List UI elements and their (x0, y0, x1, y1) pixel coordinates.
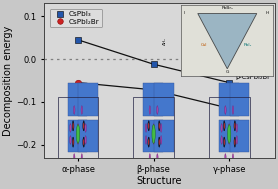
FancyBboxPatch shape (230, 83, 249, 115)
FancyBboxPatch shape (230, 120, 249, 152)
Circle shape (153, 124, 154, 132)
Point (227, 81, 231, 84)
Circle shape (229, 136, 230, 144)
Circle shape (225, 154, 226, 162)
Point (152, 88, 156, 91)
FancyBboxPatch shape (78, 83, 98, 115)
Circle shape (157, 154, 158, 162)
Bar (209, 97, 250, 171)
Circle shape (158, 121, 160, 131)
Circle shape (77, 124, 79, 132)
Circle shape (73, 123, 74, 129)
Circle shape (72, 121, 74, 131)
Circle shape (232, 154, 234, 162)
Circle shape (73, 106, 75, 114)
Circle shape (223, 137, 225, 147)
Y-axis label: Decomposition energy: Decomposition energy (3, 25, 13, 136)
Circle shape (224, 123, 225, 129)
FancyBboxPatch shape (143, 120, 163, 152)
FancyBboxPatch shape (219, 83, 239, 115)
Circle shape (145, 136, 147, 144)
FancyBboxPatch shape (154, 120, 174, 152)
FancyBboxPatch shape (78, 120, 98, 152)
Bar (133, 97, 174, 171)
FancyBboxPatch shape (68, 83, 88, 115)
Circle shape (234, 123, 235, 129)
Circle shape (223, 121, 225, 131)
Circle shape (83, 137, 85, 147)
Circle shape (153, 136, 154, 144)
Circle shape (221, 124, 222, 132)
Legend: CsPbI₃, CsPbI₂Br: CsPbI₃, CsPbI₂Br (50, 9, 102, 27)
Circle shape (236, 124, 237, 132)
Circle shape (157, 106, 158, 114)
Circle shape (149, 154, 151, 162)
Circle shape (149, 106, 151, 114)
Circle shape (145, 124, 147, 132)
Circle shape (234, 121, 236, 131)
Circle shape (81, 154, 83, 162)
Circle shape (159, 139, 160, 145)
Circle shape (70, 136, 71, 144)
Circle shape (77, 136, 79, 144)
Bar (58, 97, 98, 171)
Circle shape (234, 137, 236, 147)
Circle shape (234, 139, 235, 145)
Point (227, 107, 231, 110)
Text: β-CsPbI₂Br: β-CsPbI₂Br (235, 74, 270, 80)
Circle shape (148, 139, 149, 145)
Circle shape (229, 124, 230, 132)
Circle shape (76, 125, 80, 143)
Circle shape (148, 123, 149, 129)
FancyBboxPatch shape (219, 120, 239, 152)
Circle shape (221, 136, 222, 144)
Circle shape (83, 139, 84, 145)
Point (152, 63, 156, 66)
Circle shape (70, 124, 71, 132)
Circle shape (148, 121, 150, 131)
FancyBboxPatch shape (143, 83, 163, 115)
Circle shape (148, 137, 150, 147)
Point (76, 81, 80, 84)
Circle shape (158, 137, 160, 147)
Circle shape (159, 123, 160, 129)
FancyBboxPatch shape (68, 120, 88, 152)
Circle shape (73, 139, 74, 145)
Circle shape (225, 106, 226, 114)
Circle shape (81, 106, 83, 114)
Point (76, 38, 80, 41)
Circle shape (83, 123, 84, 129)
Circle shape (72, 137, 74, 147)
FancyBboxPatch shape (154, 83, 174, 115)
Circle shape (232, 106, 234, 114)
Circle shape (160, 124, 162, 132)
Circle shape (85, 124, 86, 132)
Circle shape (160, 136, 162, 144)
Circle shape (85, 136, 86, 144)
Circle shape (224, 139, 225, 145)
Circle shape (227, 125, 231, 143)
Circle shape (152, 125, 155, 143)
X-axis label: Structure: Structure (136, 176, 182, 186)
Circle shape (83, 121, 85, 131)
Circle shape (236, 136, 237, 144)
Circle shape (73, 154, 75, 162)
